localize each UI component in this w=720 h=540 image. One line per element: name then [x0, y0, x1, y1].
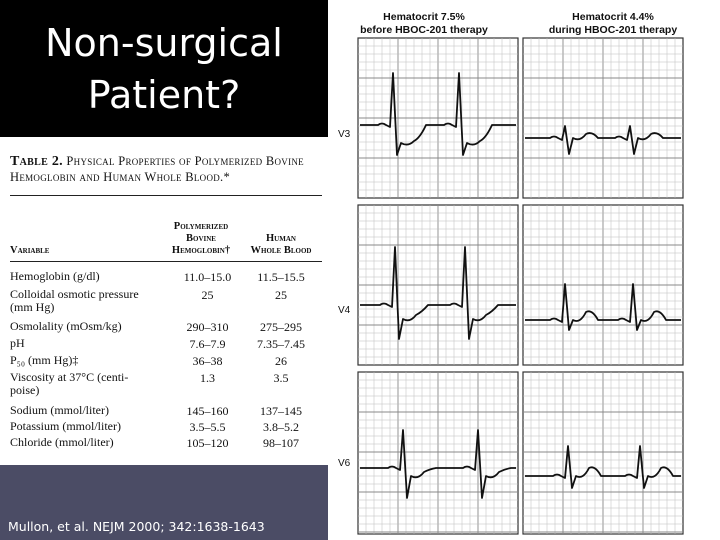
ecg-trace-v4-during	[525, 283, 681, 331]
row-variable: Chloride (mmol/liter)	[10, 435, 114, 449]
properties-table: Table 2. Physical Properties of Polymeri…	[0, 137, 329, 465]
header-human-whole-blood: Human Whole Blood	[250, 233, 312, 257]
ecg-column-header-line2: before HBOC-201 therapy	[360, 24, 488, 36]
ecg-lead-label: V4	[338, 305, 351, 316]
row-bovine-value: 7.6–7.9	[189, 337, 226, 351]
row-human-value: 25	[275, 288, 287, 302]
row-variable: P₅₀ (mm Hg)‡	[10, 353, 79, 367]
row-variable: Viscosity at 37°C (centi- poise)	[10, 370, 129, 398]
table-top-rule	[10, 195, 322, 196]
row-bovine-value: 1.3	[200, 371, 215, 385]
row-human-value: 137–145	[260, 404, 302, 418]
row-variable: Osmolality (mOsm/kg)	[10, 319, 122, 333]
slide-title: Non-surgical Patient?	[45, 21, 283, 117]
row-bovine-value: 11.0–15.0	[183, 270, 232, 284]
ecg-column-header-line1: Hematocrit 4.4%	[572, 11, 654, 23]
ecg-trace-v4-before	[360, 246, 516, 340]
row-variable: Potassium (mmol/liter)	[10, 419, 121, 433]
table-caption-text: Physical Properties of Polymerized Bovin…	[10, 154, 304, 185]
header-variable: Variable	[10, 245, 50, 256]
row-human-value: 26	[275, 354, 287, 368]
ecg-lead-label: V3	[338, 129, 351, 140]
row-variable: Colloidal osmotic pressure (mm Hg)	[10, 287, 139, 315]
row-bovine-value: 3.5–5.5	[189, 420, 226, 434]
ecg-column-header-line1: Hematocrit 7.5%	[383, 11, 465, 23]
ecg-trace-v6-before	[360, 429, 516, 499]
ecg-trace-v3-before	[360, 72, 516, 156]
row-bovine-value: 25	[201, 288, 214, 302]
table-caption: Table 2. Physical Properties of Polymeri…	[10, 153, 325, 185]
slide-title-box: Non-surgical Patient?	[0, 0, 328, 137]
row-variable: pH	[10, 336, 25, 350]
header-bovine-hemoglobin: Polymerized Bovine Hemoglobin†	[171, 221, 231, 257]
row-variable: Hemoglobin (g/dl)	[10, 269, 100, 283]
ecg-trace-v6-during	[525, 445, 681, 489]
row-human-value: 3.5	[273, 371, 289, 385]
row-human-value: 3.8–5.2	[263, 420, 299, 434]
row-human-value: 7.35–7.45	[257, 337, 305, 351]
row-variable: Sodium (mmol/liter)	[10, 403, 109, 417]
ecg-figure: Hematocrit 7.5% before HBOC-201 therapy He…	[328, 0, 720, 540]
row-bovine-value: 36–38	[192, 354, 223, 368]
row-bovine-value: 290–310	[186, 320, 229, 334]
table-caption-number: Table 2.	[10, 154, 63, 169]
row-human-value: 275–295	[260, 320, 302, 334]
row-human-value: 98–107	[263, 436, 299, 450]
ecg-lead-label: V6	[338, 458, 351, 469]
ecg-column-header-line2: during HBOC-201 therapy	[549, 24, 678, 36]
ecg-trace-v3-during	[525, 125, 681, 155]
table-header-rule	[10, 261, 322, 262]
row-human-value: 11.5–15.5	[257, 270, 305, 284]
row-bovine-value: 105–120	[186, 436, 229, 450]
citation-box: Mullon, et al. NEJM 2000; 342:1638-1643	[0, 465, 328, 540]
row-bovine-value: 145–160	[186, 404, 229, 418]
citation-text: Mullon, et al. NEJM 2000; 342:1638-1643	[8, 519, 265, 534]
ecg-svg: Hematocrit 7.5%before HBOC-201 therapy He…	[338, 11, 684, 535]
